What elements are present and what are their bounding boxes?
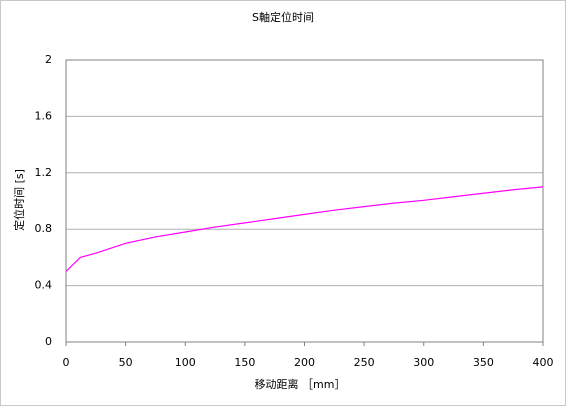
- y-tick-label: 0.8: [35, 222, 53, 235]
- y-tick-label: 1.6: [35, 109, 53, 122]
- x-tick-label: 250: [354, 356, 375, 369]
- x-tick-label: 400: [533, 356, 554, 369]
- plot-frame: [65, 59, 544, 343]
- x-axis-label: 移动距离 ［mm］: [255, 377, 346, 391]
- y-tick-label: 1.2: [35, 166, 53, 179]
- x-tick-label: 50: [119, 356, 133, 369]
- y-tick-label: 0: [45, 335, 52, 348]
- chart-title: S軸定位时间: [252, 10, 314, 24]
- x-tick-label: 100: [175, 356, 196, 369]
- y-tick-label: 0.4: [35, 279, 53, 292]
- data-line: [65, 186, 544, 272]
- y-tick-label: 2: [45, 53, 52, 66]
- x-tick-label: 150: [234, 356, 255, 369]
- y-axis-label: 定位时间 [s]: [12, 169, 26, 231]
- x-tick-label: 350: [473, 356, 494, 369]
- x-tick-label: 300: [413, 356, 434, 369]
- x-tick-label: 0: [63, 356, 70, 369]
- x-tick-label: 200: [294, 356, 315, 369]
